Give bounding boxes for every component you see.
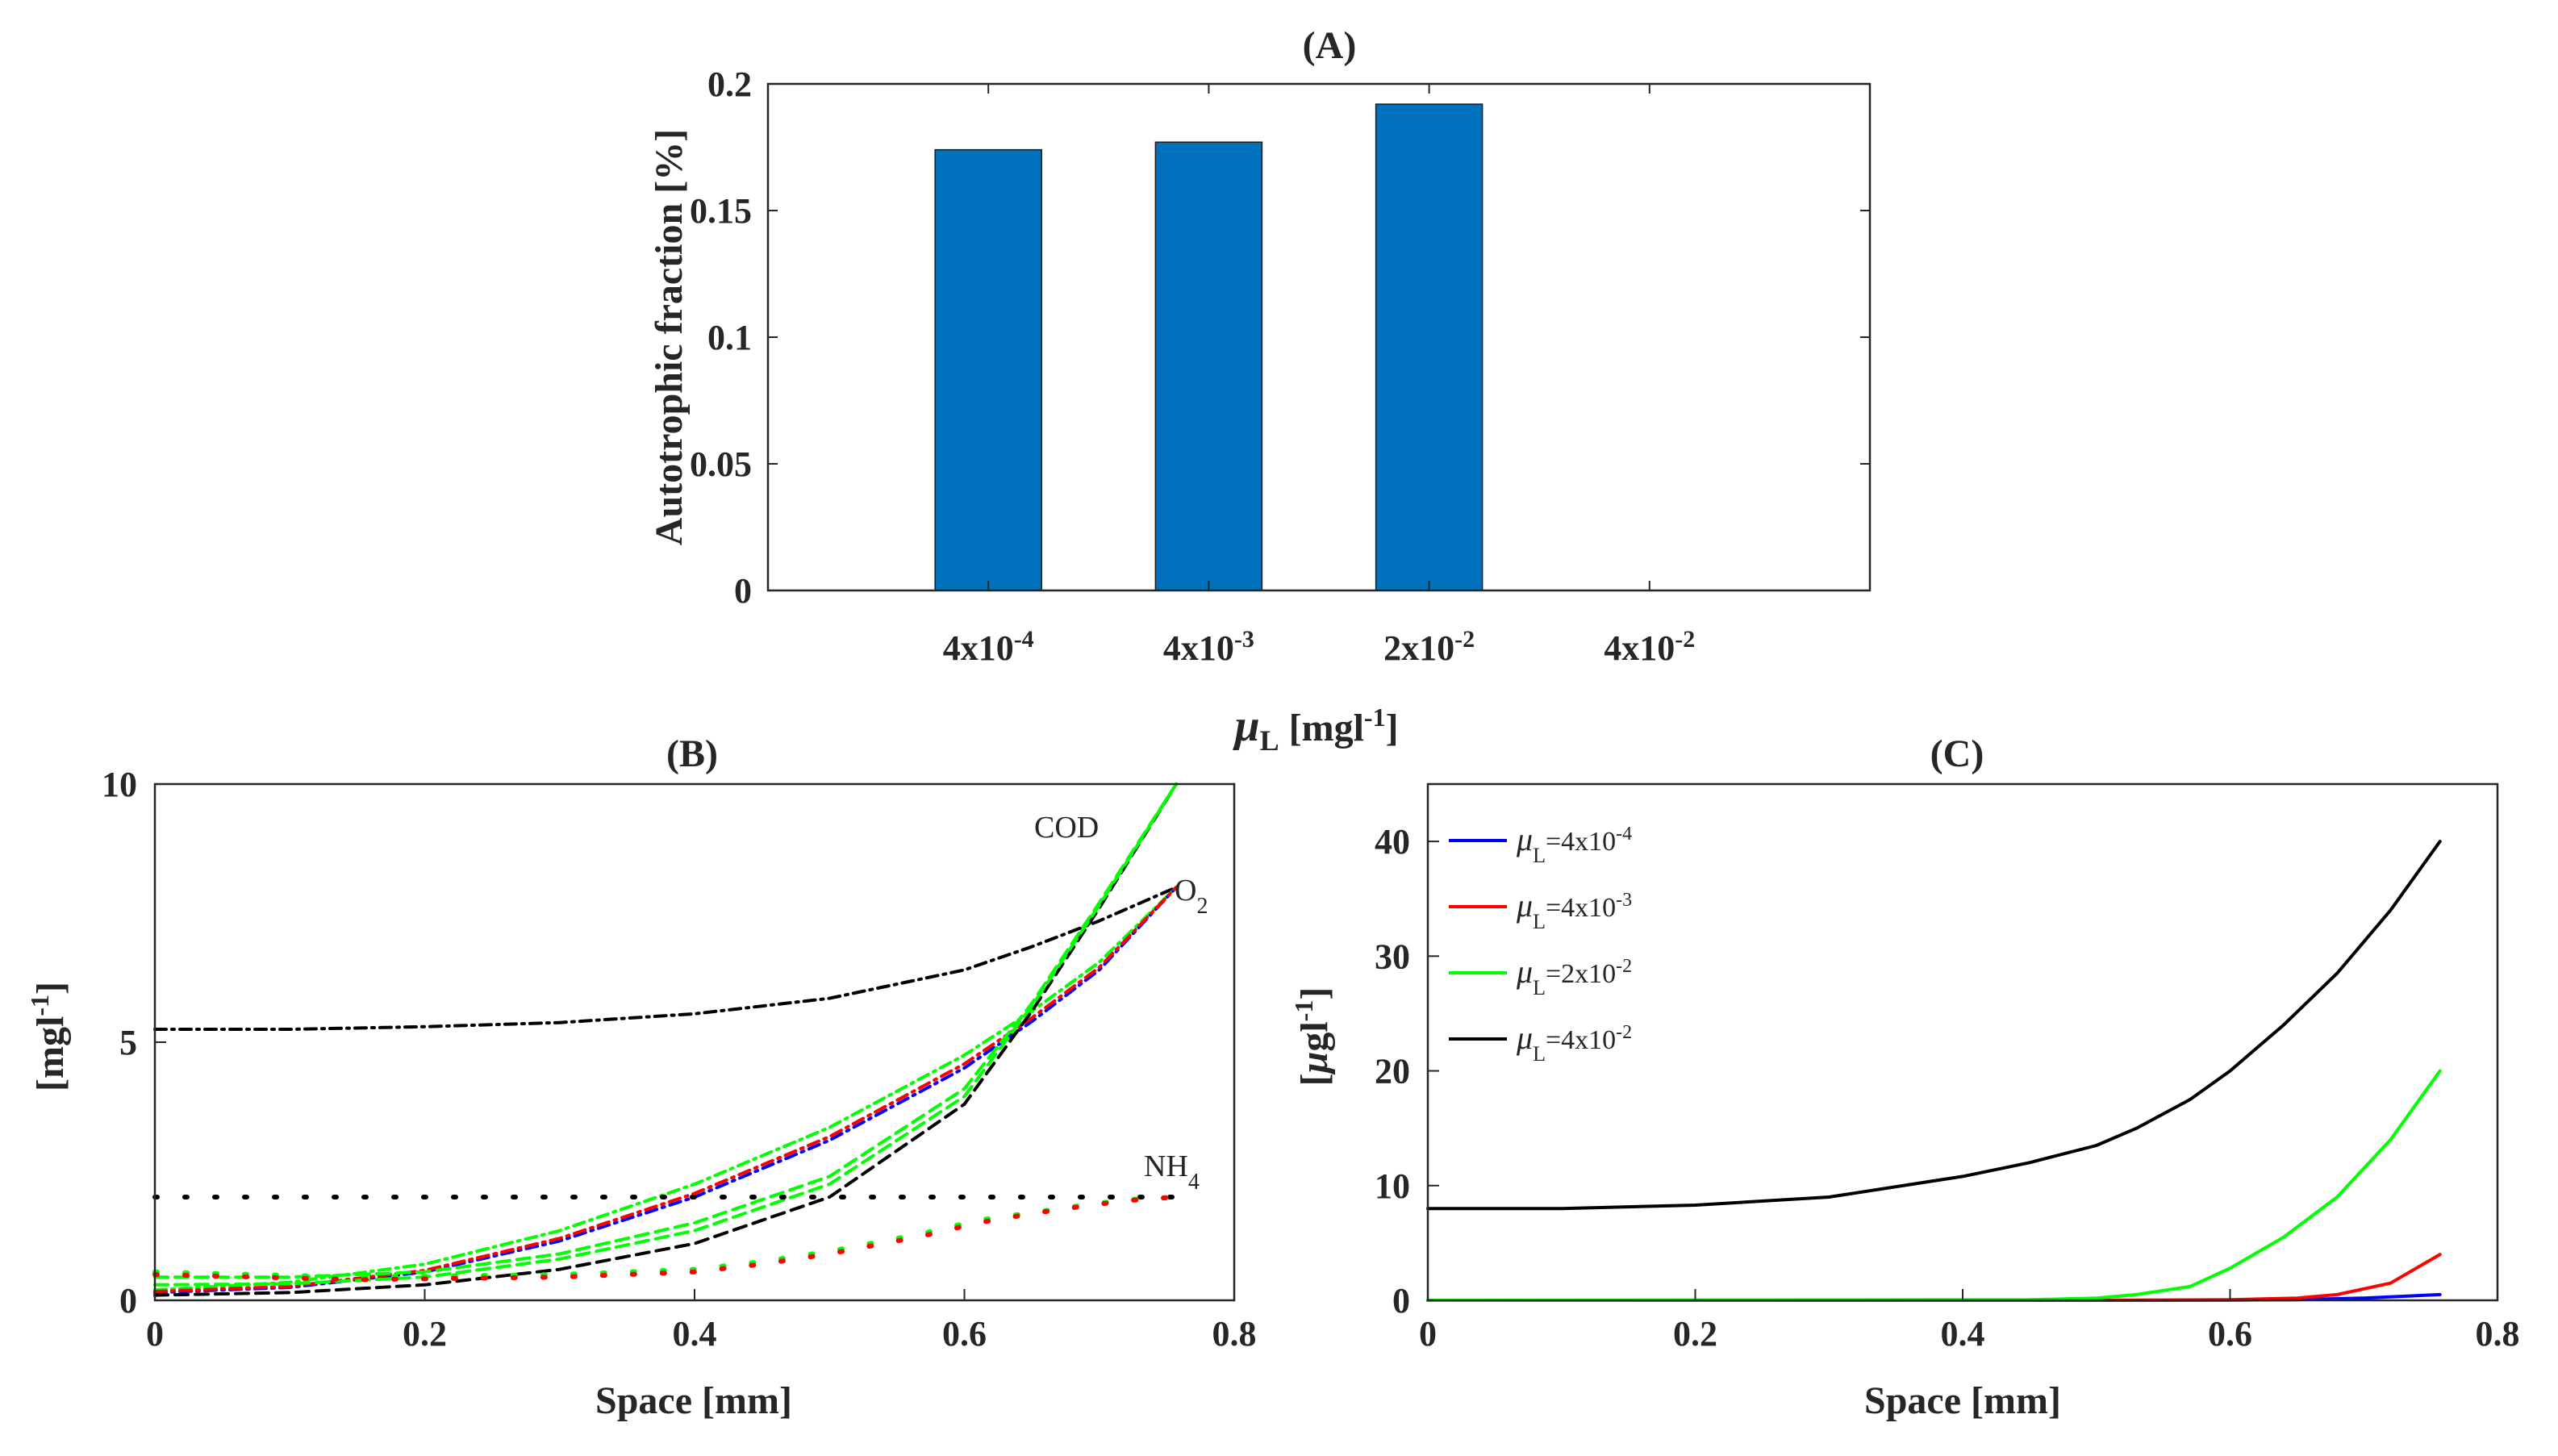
series-line-0 <box>153 886 1179 1031</box>
legend-label-2: μL=2x10-2 <box>1516 953 1632 999</box>
panel-a-y-axis-label: Autotrophic fraction [%] <box>648 129 691 545</box>
panel-a-x-axis-label: μL [mgl-1] <box>1232 701 1398 757</box>
series-line-3 <box>153 886 1179 1294</box>
x-tick-label: 4x10-4 <box>943 626 1034 669</box>
panel-b-title: (B) <box>666 732 718 775</box>
legend-label-3: μL=4x10-2 <box>1516 1020 1632 1066</box>
panel-b-x-ticks: 0 0.2 0.4 0.6 0.8 <box>146 1289 1257 1354</box>
y-tick-label: 5 <box>119 1023 137 1062</box>
panel-a-y-ticks: 0 0.05 0.1 0.15 0.2 <box>690 65 1870 611</box>
panel-b-y-ticks: 0 5 10 <box>102 765 166 1320</box>
series-line-3 <box>1426 840 2442 1211</box>
panel-c-y-axis-label: [μgl-1] <box>1289 987 1336 1087</box>
panel-b-annotation-o2: O2 <box>1175 874 1208 919</box>
y-tick-label: 10 <box>102 765 137 804</box>
panel-c-x-ticks: 0 0.2 0.4 0.6 0.8 <box>1419 1289 2520 1354</box>
panel-c-y-ticks: 0 10 20 30 40 <box>1375 822 1439 1320</box>
y-tick-label: 40 <box>1375 822 1410 862</box>
panel-b-y-axis-label: [mgl-1] <box>25 982 72 1091</box>
legend-label-1: μL=4x10-3 <box>1516 887 1632 933</box>
x-tick-label: 4x10-3 <box>1163 626 1254 669</box>
panel-b-lines <box>152 782 1179 1297</box>
x-tick-label: 0.4 <box>673 1314 717 1354</box>
x-tick-label: 4x10-2 <box>1604 626 1695 669</box>
panel-c-x-axis-label: Space [mm] <box>1864 1379 2061 1422</box>
legend-label-0: μL=4x10-4 <box>1516 821 1632 867</box>
bar-1 <box>1154 141 1263 591</box>
x-tick-label: 0.8 <box>1212 1314 1257 1354</box>
y-tick-label: 0.1 <box>707 318 752 357</box>
y-tick-label: 0.2 <box>707 65 752 104</box>
x-tick-label: 0.2 <box>403 1314 447 1354</box>
panel-a-title: (A) <box>1303 24 1357 67</box>
x-tick-label: 0.6 <box>942 1314 987 1354</box>
y-tick-label: 30 <box>1375 937 1410 976</box>
series-line-6 <box>153 782 1179 1287</box>
y-tick-label: 0.05 <box>690 444 752 484</box>
x-tick-label: 0.6 <box>2208 1314 2252 1354</box>
x-tick-label: 0.2 <box>1673 1314 1717 1354</box>
panel-b-annotation-nh4: NH4 <box>1144 1149 1200 1195</box>
panel-a-bars <box>934 103 1483 591</box>
y-tick-label: 0.15 <box>690 191 752 231</box>
panel-b-x-axis-label: Space [mm] <box>595 1379 792 1422</box>
panel-b-line-chart: (B) 0 5 10 0 0.2 0.4 0.6 0.8 COD O2 NH4 [mgl-1… <box>25 732 1257 1422</box>
series-line-4 <box>153 782 1179 1297</box>
panel-c-legend: μL=4x10-4 μL=4x10-3 μL=2x10-2 μL=4x10-2 <box>1449 821 1632 1066</box>
y-tick-label: 0 <box>1392 1281 1410 1320</box>
bar-2 <box>1375 103 1483 591</box>
series-line-2 <box>1426 1069 2442 1302</box>
x-tick-label: 0 <box>1419 1314 1437 1354</box>
x-tick-label: 0.8 <box>2476 1314 2520 1354</box>
panel-a-x-ticks: 4x10-4 4x10-3 2x10-2 4x10-2 <box>943 84 1695 669</box>
y-tick-label: 20 <box>1375 1052 1410 1091</box>
bar-0 <box>934 148 1042 591</box>
y-tick-label: 0 <box>734 571 752 611</box>
x-tick-label: 0 <box>146 1314 164 1354</box>
panel-a-bar-chart: (A) 00.050.10.150.2 4x10-4 4x10-3 2x10-2 4x… <box>648 24 1872 757</box>
y-tick-label: 0 <box>119 1281 137 1320</box>
panel-b-annotation-cod: COD <box>1034 811 1099 845</box>
x-tick-label: 2x10-2 <box>1383 626 1475 669</box>
y-tick-label: 10 <box>1375 1166 1410 1206</box>
series-line-5 <box>153 782 1179 1279</box>
panel-c-title: (C) <box>1930 732 1984 775</box>
x-tick-label: 0.4 <box>1941 1314 1985 1354</box>
